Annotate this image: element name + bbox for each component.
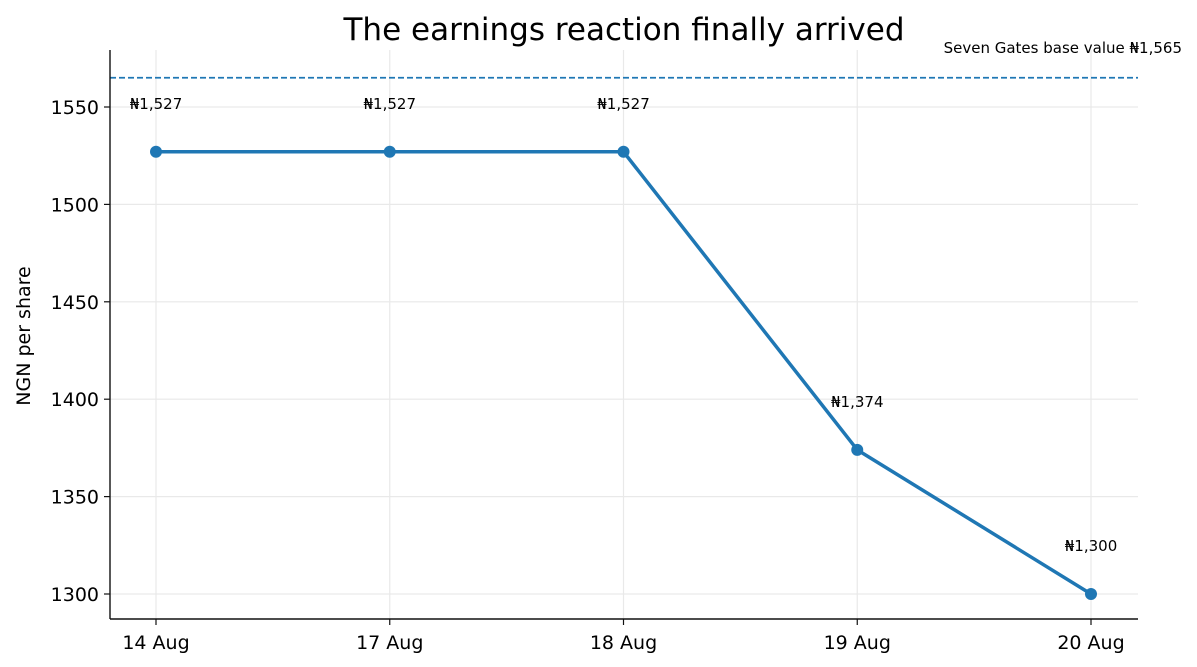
y-tick-label: 1350 xyxy=(51,487,99,509)
data-label: ₦1,527 xyxy=(597,95,650,113)
y-tick-label: 1400 xyxy=(51,389,99,411)
data-label: ₦1,300 xyxy=(1065,537,1118,555)
grid-layer xyxy=(110,50,1138,619)
data-point xyxy=(1085,588,1097,600)
x-tick-label: 17 Aug xyxy=(356,632,423,654)
data-point xyxy=(851,443,864,456)
y-tick-label: 1500 xyxy=(51,194,99,216)
y-tick-label: 1450 xyxy=(51,292,99,314)
x-tick-label: 18 Aug xyxy=(590,632,657,654)
data-label: ₦1,527 xyxy=(130,95,183,113)
x-tick-label: 14 Aug xyxy=(122,632,189,654)
x-tick-label: 19 Aug xyxy=(824,632,891,654)
y-tick-label: 1300 xyxy=(51,584,99,606)
series-layer xyxy=(150,145,1097,600)
chart-title: The earnings reaction finally arrived xyxy=(342,12,904,48)
data-labels-layer: ₦1,527 ₦1,527 ₦1,527 ₦1,374 ₦1,300 xyxy=(130,95,1118,555)
reference-line-label: Seven Gates base value ₦1,565 xyxy=(944,39,1182,57)
data-point xyxy=(150,145,162,158)
x-tick-label: 20 Aug xyxy=(1057,632,1124,654)
y-axis-label: NGN per share xyxy=(13,266,35,405)
data-point xyxy=(383,145,396,158)
data-label: ₦1,374 xyxy=(831,393,884,411)
ticks-layer: 1300 1350 1400 1450 1500 1550 14 Aug 17 Aug 18 A… xyxy=(51,97,1125,654)
data-label: ₦1,527 xyxy=(364,95,417,113)
y-tick-label: 1550 xyxy=(51,97,99,119)
data-point xyxy=(617,145,630,158)
